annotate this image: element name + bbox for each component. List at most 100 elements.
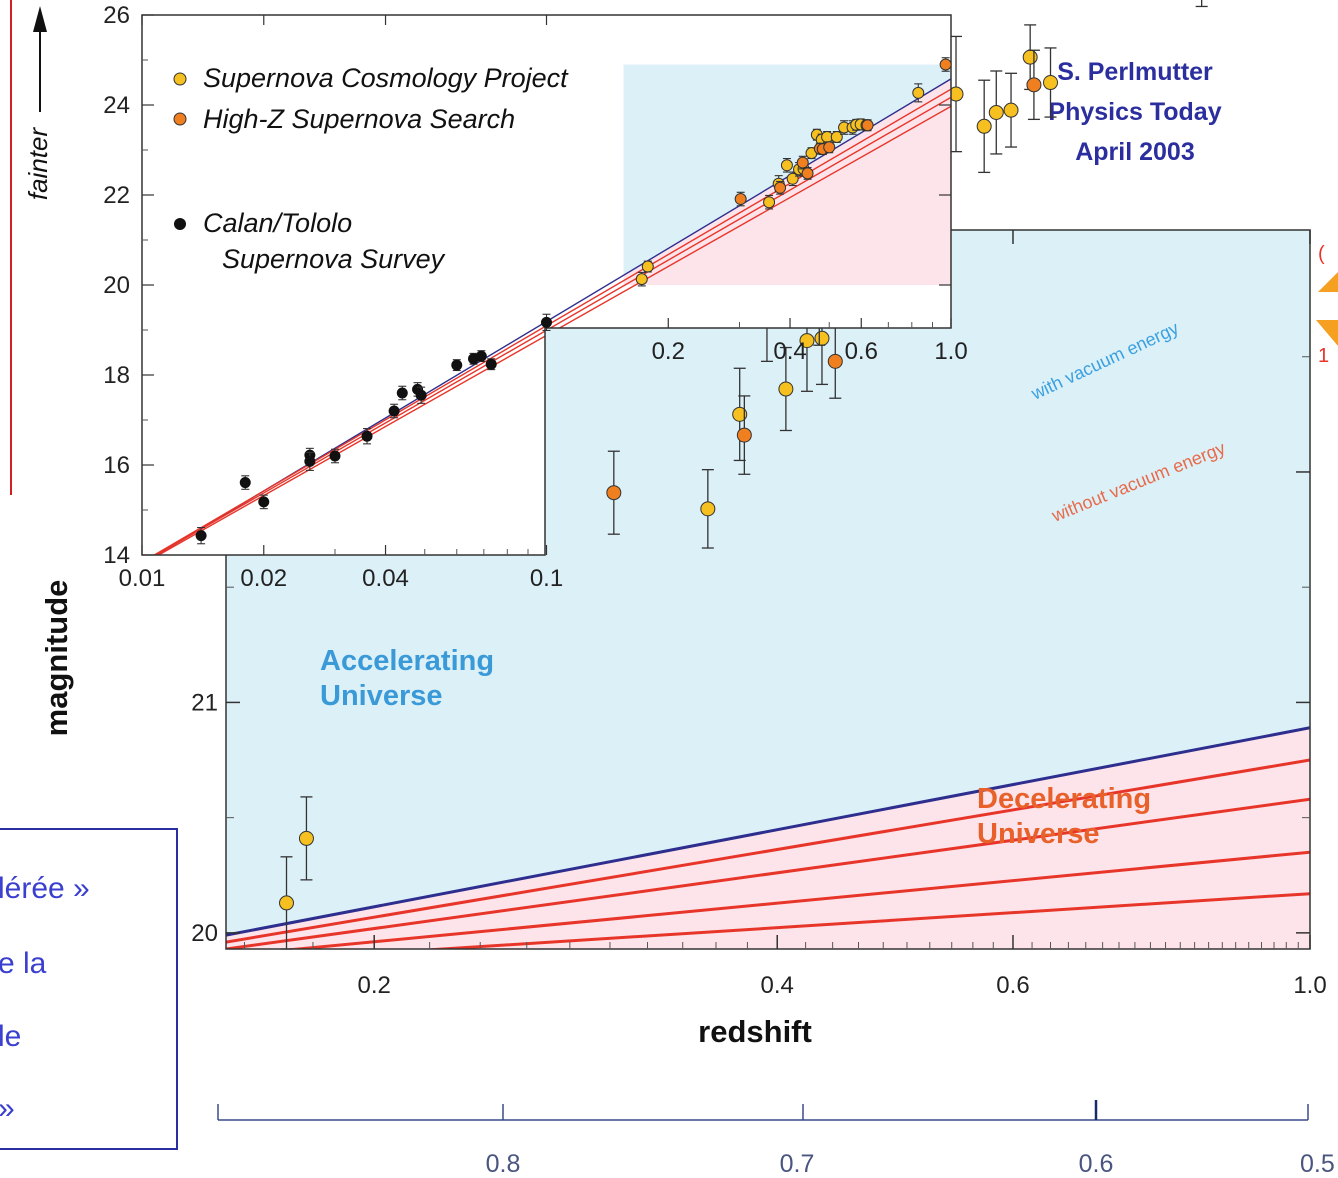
main-data-point <box>799 333 815 349</box>
legend-label-calan-1: Calan/Tololo <box>203 208 352 238</box>
main-model-line-4 <box>419 892 1310 949</box>
inset-data-points <box>195 57 952 545</box>
inset-data-point <box>774 181 787 194</box>
inset-data-point <box>485 358 497 370</box>
decelerating-label-2: Universe <box>977 818 1100 850</box>
inset-y-tick-label-0: 14 <box>103 542 130 569</box>
inset-data-point <box>304 455 316 467</box>
inset-data-point <box>801 167 814 180</box>
inset-x-tick-label-6: 0.6 <box>845 338 878 365</box>
main-data-point <box>1043 75 1059 91</box>
main-data-point <box>279 895 295 911</box>
inset-y-tick-label-2: 18 <box>103 362 130 389</box>
secondary-tick-0: 0.8 <box>486 1150 521 1178</box>
left-red-bracket <box>0 0 12 495</box>
inset-data-point <box>415 389 427 401</box>
inset-y-tick-label-3: 20 <box>103 272 130 299</box>
inset-data-point <box>912 86 925 99</box>
accelerating-label-2: Universe <box>320 680 443 712</box>
inset-data-point <box>361 430 373 442</box>
accelerating-label-1: Accelerating <box>320 645 494 677</box>
legend-marker-scp <box>173 72 187 86</box>
main-data-point <box>988 104 1004 120</box>
inset-legend: Supernova Cosmology Project High-Z Super… <box>173 63 569 274</box>
legend-label-scp: Supernova Cosmology Project <box>203 63 569 93</box>
main-data-point <box>1026 77 1042 93</box>
legend-label-highz: High-Z Supernova Search <box>203 104 515 134</box>
inset-data-point <box>329 450 341 462</box>
credit-block: S. Perlmutter Physics Today April 2003 <box>990 52 1280 172</box>
main-y-tick-label-0: 20 <box>191 920 218 947</box>
main-data-point <box>736 427 752 443</box>
svg-text:(: ( <box>1318 243 1325 265</box>
fainter-axis: fainter <box>23 6 53 200</box>
note-box: lérée » e la le » <box>0 828 178 1150</box>
main-data-point <box>976 118 992 134</box>
inset-data-point <box>641 260 654 273</box>
inset-data-point <box>239 477 251 489</box>
main-data-point <box>1003 102 1019 118</box>
fainter-label: fainter <box>23 127 53 201</box>
credit-author: S. Perlmutter <box>1057 58 1213 86</box>
legend-label-calan-2: Supernova Survey <box>222 244 446 274</box>
secondary-tick-3: 0.5 <box>1300 1150 1335 1178</box>
main-x-tick-label-1: 0.4 <box>761 972 794 999</box>
svg-text:1: 1 <box>1318 345 1329 367</box>
decelerating-region <box>226 727 1310 949</box>
right-edge-markers: ( 1 <box>1316 243 1338 367</box>
inset-data-point <box>195 530 207 542</box>
inset-y-tick-label-6: 26 <box>103 2 130 29</box>
credit-date: April 2003 <box>1075 138 1195 166</box>
x-axis-label: redshift <box>698 1014 812 1049</box>
main-x-tick-label-0: 0.2 <box>358 972 391 999</box>
main-data-point <box>298 830 314 846</box>
inset-x-tick-label-5: 0.4 <box>773 338 806 365</box>
main-model-line-2 <box>226 797 1310 949</box>
inset-y-tick-label-4: 22 <box>103 182 130 209</box>
inset-x-tick-label-7: 1.0 <box>934 338 967 365</box>
main-data-point <box>606 485 622 501</box>
main-model-line-1 <box>226 758 1310 944</box>
inset-y-tick-label-5: 24 <box>103 92 130 119</box>
credit-journal: Physics Today <box>1048 98 1222 126</box>
inset-y-tick-label-1: 16 <box>103 452 130 479</box>
fainter-arrow-icon <box>33 6 47 32</box>
main-y-tick-label-1: 21 <box>191 689 218 716</box>
main-data-point <box>700 501 716 517</box>
secondary-tick-1: 0.7 <box>780 1150 815 1178</box>
main-data-point <box>732 406 748 422</box>
main-x-tick-label-3: 1.0 <box>1293 972 1326 999</box>
inset-data-point <box>823 141 836 154</box>
inset-x-tick-label-0: 0.01 <box>119 565 166 592</box>
inset-data-point <box>861 119 874 132</box>
inset-tick-marks: 0.01 0.02 0.04 0.1 0.2 0.4 0.6 1.0 14 16 18 20 22 24 2… <box>103 2 967 592</box>
inset-data-point <box>796 156 809 169</box>
inset-x-tick-label-2: 0.04 <box>362 565 409 592</box>
main-data-point <box>827 353 843 369</box>
inset-data-point <box>451 359 463 371</box>
inset-data-point <box>763 196 776 209</box>
main-x-tick-label-2: 0.6 <box>996 972 1029 999</box>
secondary-axis: 0.8 0.7 0.6 0.5 <box>217 1100 1335 1178</box>
main-model-line-3 <box>282 850 1310 949</box>
inset-data-point <box>396 387 408 399</box>
note-line-2: e la <box>0 947 47 980</box>
inset-data-point <box>258 496 270 508</box>
inset-x-tick-label-1: 0.02 <box>240 565 287 592</box>
inset-data-point <box>541 316 552 328</box>
main-model-lines <box>226 726 1310 949</box>
note-line-4: » <box>0 1092 15 1126</box>
main-model-line-0 <box>226 726 1310 937</box>
y-axis-label: magnitude <box>39 580 74 737</box>
decelerating-label-1: Decelerating <box>977 783 1151 815</box>
legend-marker-calan <box>174 218 186 230</box>
secondary-tick-2: 0.6 <box>1079 1150 1114 1178</box>
inset-data-point <box>388 405 400 417</box>
inset-data-point <box>635 273 648 286</box>
inset-data-point <box>830 130 843 143</box>
note-line-1: lérée » <box>0 872 90 905</box>
inset-data-point <box>475 350 487 362</box>
note-line-3: le <box>0 1020 22 1053</box>
inset-x-tick-label-3: 0.1 <box>530 565 563 592</box>
